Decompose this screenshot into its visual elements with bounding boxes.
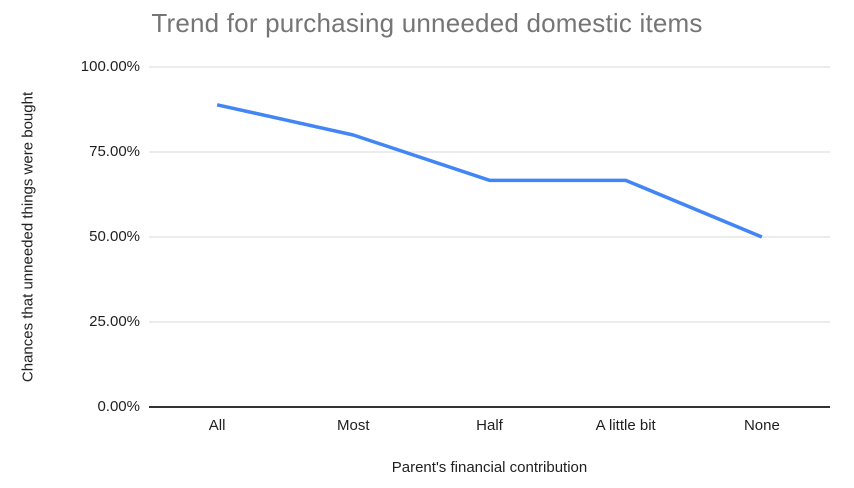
x-axis-title: Parent's financial contribution bbox=[391, 459, 588, 476]
chart-title: Trend for purchasing unneeded domestic i… bbox=[151, 8, 703, 38]
y-tick-label: 50.00% bbox=[89, 228, 140, 245]
x-tick-label: None bbox=[743, 417, 780, 434]
y-tick-label: 75.00% bbox=[89, 143, 140, 160]
data-line-series bbox=[216, 103, 763, 239]
y-tick-label: 0.00% bbox=[97, 398, 140, 415]
x-tick-label: Most bbox=[337, 417, 370, 434]
x-tick-label: Half bbox=[476, 417, 503, 434]
x-tick-label: All bbox=[208, 417, 226, 434]
y-tick-label: 100.00% bbox=[80, 58, 140, 75]
y-tick-label: 25.00% bbox=[89, 313, 140, 330]
x-tick-label: A little bit bbox=[595, 417, 656, 434]
